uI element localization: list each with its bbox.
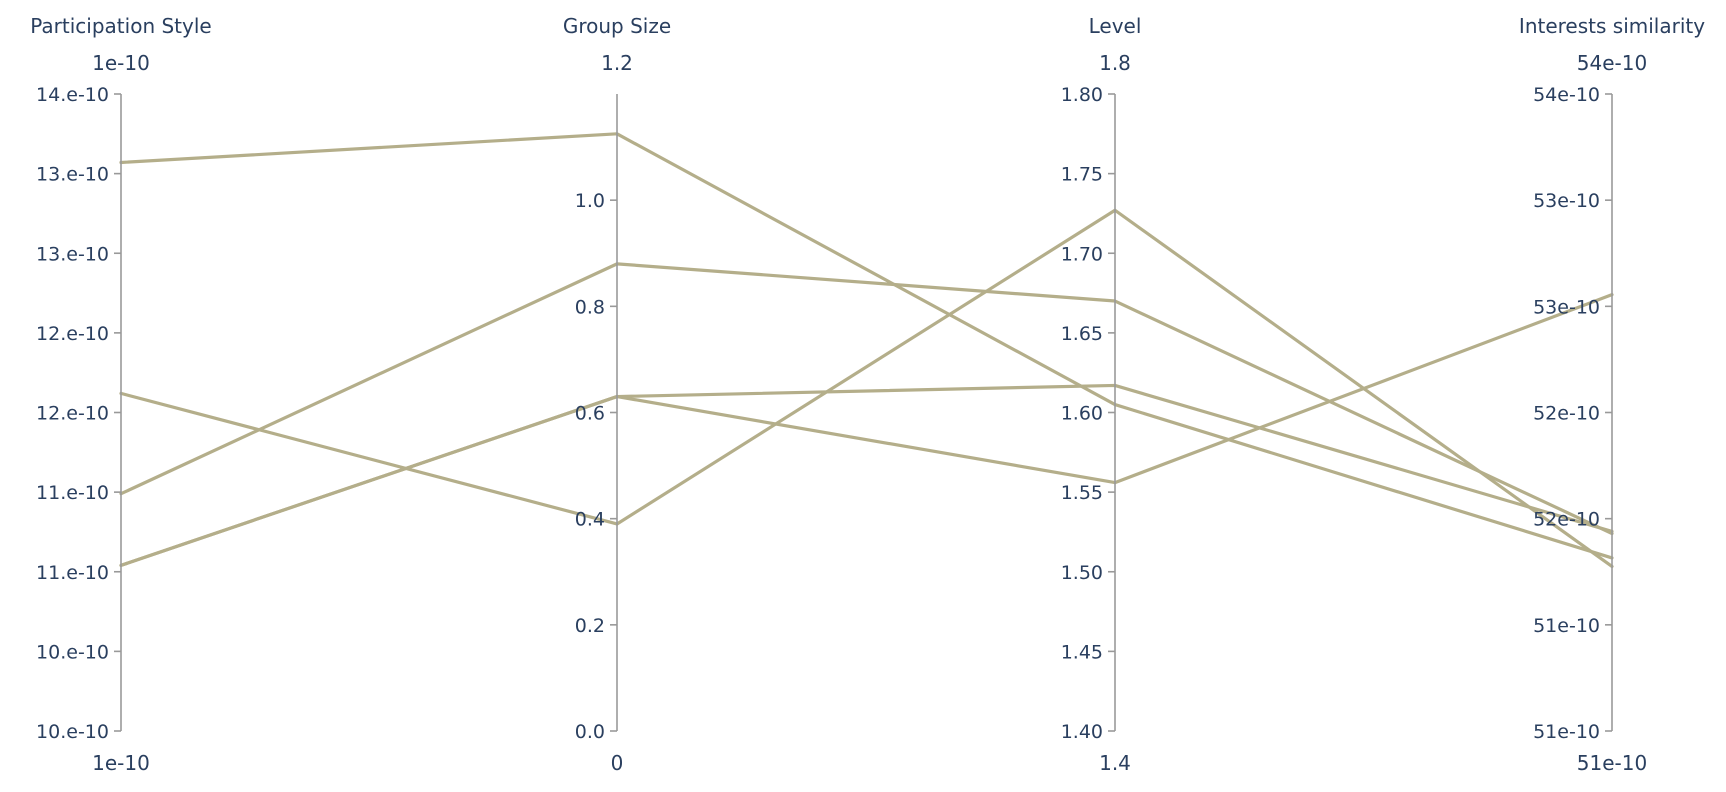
tick-label: 1.45 — [1061, 641, 1103, 663]
axis-title[interactable]: Group Size — [563, 14, 671, 38]
axis-range-bottom-label: 1.4 — [1099, 751, 1131, 775]
axis-range-top-label: 1e-10 — [92, 51, 150, 75]
axis-range-top-label: 54e-10 — [1577, 51, 1647, 75]
tick-label: 10.e-10 — [36, 721, 109, 743]
series-lines — [119, 132, 1614, 569]
axis-range-bottom-label: 0 — [611, 751, 624, 775]
tick-label: 11.e-10 — [36, 562, 109, 584]
tick-label: 52e-10 — [1533, 509, 1600, 531]
axis-interests_similarity[interactable]: Interests similarity 54e-10 51e-10 51e-10 51… — [1519, 14, 1705, 775]
tick-label: 1.60 — [1061, 403, 1103, 425]
axis-range-bottom-label: 1e-10 — [92, 751, 150, 775]
tick-label: 0.4 — [575, 509, 605, 531]
tick-label: 1.55 — [1061, 482, 1103, 504]
tick-label: 51e-10 — [1533, 615, 1600, 637]
axis-range-bottom-label: 51e-10 — [1577, 751, 1647, 775]
tick-label: 1.40 — [1061, 721, 1103, 743]
tick-label: 53e-10 — [1533, 296, 1600, 318]
tick-label: 52e-10 — [1533, 403, 1600, 425]
series-line-1 — [119, 132, 1614, 560]
tick-label: 54e-10 — [1533, 84, 1600, 106]
series-line-3 — [119, 262, 1614, 536]
axes: Participation Style 1e-10 1e-10 10.e-10 10.e… — [30, 14, 1705, 775]
axis-range-top-label: 1.8 — [1099, 51, 1131, 75]
tick-label: 0.8 — [575, 296, 605, 318]
tick-label: 1.0 — [575, 190, 605, 212]
tick-label: 1.65 — [1061, 323, 1103, 345]
axis-title[interactable]: Participation Style — [30, 14, 211, 38]
tick-label: 0.2 — [575, 615, 605, 637]
axis-level[interactable]: Level 1.8 1.4 1.40 1.45 1.50 1.55 1.60 1.65 1.70 1… — [1061, 14, 1142, 775]
tick-label: 13.e-10 — [36, 243, 109, 265]
tick-label: 10.e-10 — [36, 641, 109, 663]
tick-label: 14.e-10 — [36, 84, 109, 106]
axis-title[interactable]: Level — [1089, 14, 1142, 38]
tick-label: 1.80 — [1061, 84, 1103, 106]
tick-label: 1.50 — [1061, 562, 1103, 584]
tick-label: 53e-10 — [1533, 190, 1600, 212]
tick-label: 0.0 — [575, 721, 605, 743]
axis-title[interactable]: Interests similarity — [1519, 14, 1705, 38]
axis-range-top-label: 1.2 — [601, 51, 633, 75]
tick-label: 11.e-10 — [36, 482, 109, 504]
axis-group_size[interactable]: Group Size 1.2 0 0.0 0.2 0.4 0.6 0.8 1.0 — [563, 14, 671, 775]
tick-label: 12.e-10 — [36, 403, 109, 425]
tick-label: 0.6 — [575, 403, 605, 425]
tick-label: 12.e-10 — [36, 323, 109, 345]
tick-label: 1.70 — [1061, 243, 1103, 265]
axis-participation_style[interactable]: Participation Style 1e-10 1e-10 10.e-10 10.e… — [30, 14, 211, 775]
tick-label: 1.75 — [1061, 164, 1103, 186]
tick-label: 13.e-10 — [36, 164, 109, 186]
series-line-5 — [119, 383, 1614, 567]
tick-label: 51e-10 — [1533, 721, 1600, 743]
